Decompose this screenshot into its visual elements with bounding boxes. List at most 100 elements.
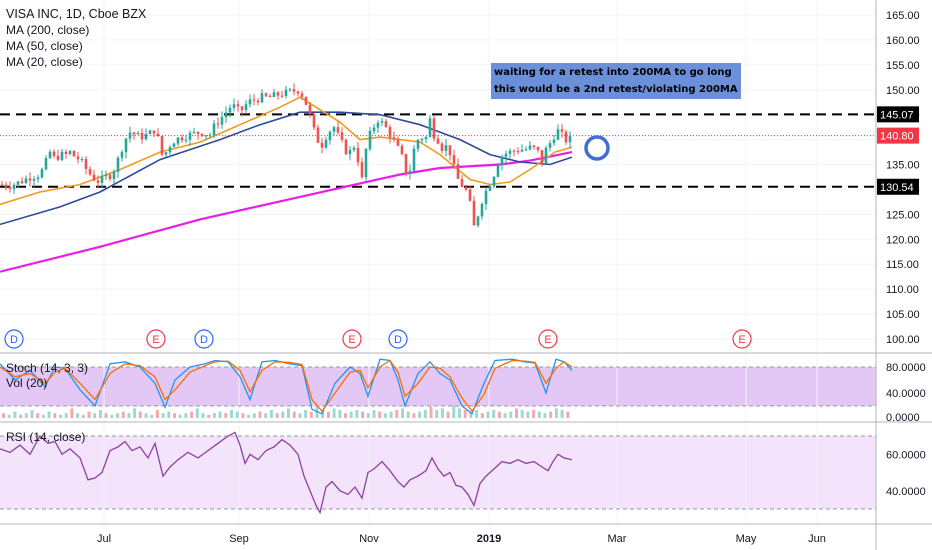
- volume-bar: [53, 413, 57, 418]
- event-markers[interactable]: D D DE E E E: [4, 329, 752, 349]
- candle-body: [280, 95, 284, 97]
- candle-body: [300, 93, 304, 97]
- rsi-tick-label: 40.0000: [886, 486, 926, 498]
- candle-body: [92, 174, 96, 181]
- candle-body: [156, 133, 160, 136]
- candle-body: [348, 149, 352, 155]
- time-tick-label: 2019: [477, 533, 501, 545]
- volume-bar: [2, 413, 5, 418]
- volume-bar: [81, 414, 85, 418]
- candle-body: [176, 137, 180, 144]
- candle-body: [208, 135, 212, 137]
- candle-body: [160, 135, 164, 155]
- candle-body: [512, 150, 516, 152]
- symbol-title[interactable]: VISA INC, 1D, Cboe BZX: [6, 7, 147, 21]
- volume-bar: [150, 414, 154, 418]
- candle-body: [464, 186, 468, 190]
- level-price-tag-label: 145.07: [880, 109, 914, 121]
- candle-body: [404, 153, 408, 175]
- volume-bar: [338, 410, 342, 418]
- last-price-tag: [877, 127, 919, 144]
- stoch-lines: [0, 358, 876, 415]
- volume-bar: [497, 411, 501, 418]
- candle-body: [84, 159, 88, 169]
- candle-body: [488, 186, 492, 191]
- price-tick-label: 120.00: [886, 234, 920, 246]
- candle-body: [340, 132, 344, 140]
- level-price-tag-label: 130.54: [880, 182, 914, 194]
- candle-body: [516, 151, 520, 153]
- moving-averages: [0, 96, 573, 273]
- volume-bar: [543, 413, 547, 418]
- candle-body: [136, 132, 140, 135]
- candle-body: [224, 112, 228, 118]
- volume-bar: [292, 411, 296, 418]
- volume-bar: [144, 413, 148, 418]
- candle-body: [536, 146, 540, 151]
- volume-bar: [173, 413, 176, 418]
- volume-bar: [230, 410, 233, 418]
- rsi-label[interactable]: RSI (14, close): [6, 430, 86, 444]
- candle-body: [252, 99, 256, 101]
- candle-body: [480, 203, 484, 217]
- price-tick-label: 150.00: [886, 85, 920, 97]
- volume-bar: [269, 410, 273, 418]
- candle-body: [100, 176, 104, 183]
- price-axis: 165.00160.00155.00150.00145.00140.00135.…: [877, 10, 926, 498]
- volume-bar: [423, 410, 427, 418]
- candle-body: [64, 151, 68, 155]
- time-axis: Jul Sep Nov 2019 Mar May Jun: [97, 533, 826, 545]
- volume-bar: [281, 411, 285, 418]
- volume-bar: [110, 414, 114, 418]
- candle-body: [564, 131, 568, 143]
- earnings-marker: [538, 329, 558, 349]
- volume-bar: [509, 411, 513, 418]
- earnings-marker-label: E: [348, 334, 355, 346]
- stoch-tick-label: 80.0000: [886, 362, 926, 374]
- candle-body: [284, 89, 288, 97]
- candle-body: [528, 145, 532, 150]
- volume-bar: [480, 413, 484, 418]
- volume-bar: [195, 408, 199, 418]
- dividend-marker-label: D: [200, 334, 208, 346]
- volume-bar: [475, 410, 479, 418]
- volume-bar: [406, 411, 410, 418]
- candle-body: [356, 147, 360, 163]
- candle-body: [568, 135, 572, 143]
- candle-body: [448, 145, 452, 156]
- ma200-legend[interactable]: MA (200, close): [6, 23, 90, 37]
- candle-body: [52, 151, 56, 156]
- last-price-tag-label: 140.80: [880, 131, 914, 143]
- candle-body: [436, 138, 440, 144]
- volume-bar: [287, 408, 290, 418]
- candle-body: [548, 143, 552, 148]
- annotation-line-1: waiting for a retest into 200MA to go lo…: [494, 67, 732, 78]
- volume-bar: [452, 405, 456, 418]
- candle-body: [368, 130, 372, 149]
- earnings-marker-label: E: [152, 334, 159, 346]
- volume-bar: [435, 410, 439, 418]
- earnings-marker: [732, 329, 752, 349]
- candle-body: [0, 184, 4, 186]
- earnings-marker-label: E: [544, 334, 551, 346]
- candle-body: [392, 137, 396, 140]
- target-circle-drawing[interactable]: [584, 135, 610, 161]
- level-price-tag: [877, 178, 919, 195]
- candle-body: [188, 132, 192, 140]
- stoch-label[interactable]: Stoch (14, 3, 3): [6, 361, 89, 375]
- candle-body: [312, 114, 316, 128]
- annotation-text-box[interactable]: waiting for a retest into 200MA to go lo…: [491, 63, 741, 99]
- candle-body: [256, 100, 260, 103]
- dividend-marker-label: D: [10, 334, 18, 346]
- volume-bar: [532, 410, 536, 418]
- volume-bar: [486, 411, 490, 418]
- vol-label[interactable]: Vol (20): [6, 376, 48, 390]
- ma50-legend[interactable]: MA (50, close): [6, 39, 83, 53]
- candle-body: [32, 179, 36, 181]
- candle-body: [544, 147, 548, 164]
- volume-bar: [469, 411, 473, 418]
- price-tick-label: 110.00: [886, 284, 919, 296]
- ma20-legend[interactable]: MA (20, close): [6, 55, 83, 69]
- candle-body: [120, 152, 124, 158]
